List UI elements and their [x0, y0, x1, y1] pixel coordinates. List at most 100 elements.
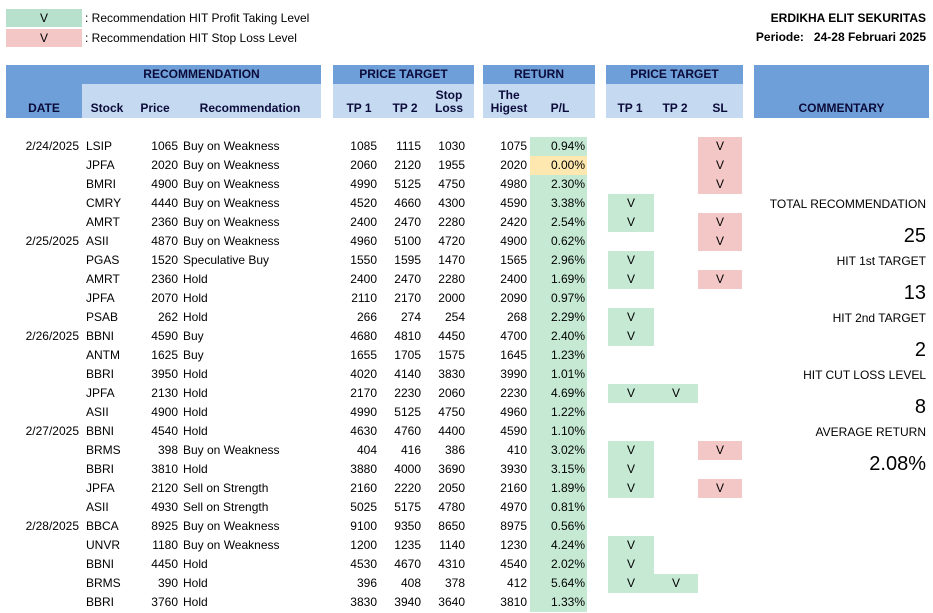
cell-stock: UNVR: [86, 538, 121, 552]
cell-highest: 8975: [500, 519, 527, 533]
cell-tp1: 4630: [350, 424, 377, 438]
summary-tp1-label: HIT 1st TARGET: [836, 254, 926, 268]
cell-tp1: 1550: [350, 253, 377, 267]
cell-stop-loss: 2060: [438, 386, 465, 400]
cell-recommendation: Speculative Buy: [183, 253, 270, 267]
cell-tp1: 4680: [350, 329, 377, 343]
cell-highest: 4980: [500, 177, 527, 191]
cell-pl: 2.29%: [530, 308, 587, 327]
cell-highest: 2400: [500, 272, 527, 286]
cell-stock: PGAS: [86, 253, 120, 267]
cell-stop-loss: 4450: [438, 329, 465, 343]
cell-price: 4900: [151, 405, 178, 419]
cell-hit-sl: [698, 365, 742, 384]
col-date-label: DATE: [28, 101, 60, 115]
cell-stop-loss: 386: [444, 443, 465, 457]
cell-stop-loss: 2280: [438, 215, 465, 229]
cell-hit-sl: [698, 194, 742, 213]
cell-date: [6, 175, 79, 194]
cell-stop-loss: 3640: [438, 595, 465, 609]
cell-price: 3950: [151, 367, 178, 381]
header-price-target: PRICE TARGET TP 1 TP 2 Stop Loss: [333, 65, 474, 118]
cell-recommendation: Hold: [183, 310, 208, 324]
cell-highest: 410: [506, 443, 527, 457]
col-stock: Stock: [90, 101, 124, 115]
cell-hit-tp1: V: [608, 308, 654, 327]
summary-avg-label: AVERAGE RETURN: [815, 425, 926, 439]
cell-hit-tp1: V: [608, 479, 654, 498]
cell-pl: 1.89%: [530, 479, 587, 498]
cell-recommendation: Buy on Weakness: [183, 158, 280, 172]
cell-tp1: 1085: [350, 139, 377, 153]
cell-hit-tp1: V: [608, 194, 654, 213]
cell-hit-sl: V: [698, 441, 742, 460]
cell-recommendation: Hold: [183, 272, 208, 286]
cell-pl: 1.69%: [530, 270, 587, 289]
cell-stock: ASII: [86, 405, 109, 419]
cell-stop-loss: 4720: [438, 234, 465, 248]
cell-tp2: 2170: [394, 291, 421, 305]
cell-date: [6, 384, 79, 403]
period-value: 24-28 Februari 2025: [813, 30, 926, 44]
cell-price: 4930: [151, 500, 178, 514]
cell-tp1: 4520: [350, 196, 377, 210]
cell-tp1: 404: [356, 443, 377, 457]
cell-hit-tp2: [654, 403, 698, 422]
summary-total-value: 25: [903, 225, 926, 247]
cell-hit-tp2: [654, 517, 698, 536]
cell-price: 4870: [151, 234, 178, 248]
cell-stock: BBNI: [86, 424, 115, 438]
cell-recommendation: Sell on Strength: [183, 500, 269, 514]
cell-price: 4540: [151, 424, 178, 438]
col-loss: Loss: [434, 101, 463, 115]
cell-stop-loss: 378: [444, 576, 465, 590]
cell-stock: BBRI: [86, 462, 115, 476]
cell-date: [6, 555, 79, 574]
cell-recommendation: Hold: [183, 386, 208, 400]
cell-hit-tp1: V: [608, 270, 654, 289]
cell-recommendation: Buy on Weakness: [183, 196, 280, 210]
summary-cl-value: 8: [914, 396, 926, 418]
cell-hit-tp1: V: [608, 460, 654, 479]
header-recommendation-title: RECOMMENDATION: [82, 65, 321, 84]
cell-highest: 3810: [500, 595, 527, 609]
cell-hit-tp2: [654, 460, 698, 479]
cell-price: 2360: [151, 272, 178, 286]
cell-date: 2/26/2025: [25, 329, 79, 343]
cell-hit-sl: [698, 327, 742, 346]
cell-recommendation: Buy: [183, 348, 204, 362]
col-price: Price: [140, 101, 170, 115]
cell-hit-tp1: [608, 232, 654, 251]
period: Periode: 24-28 Februari 2025: [756, 30, 926, 44]
cell-highest: 3930: [500, 462, 527, 476]
cell-tp2: 1235: [394, 538, 421, 552]
cell-hit-sl: [698, 346, 742, 365]
cell-pl: 1.22%: [530, 403, 587, 422]
cell-highest: 2160: [500, 481, 527, 495]
cell-date: [6, 194, 79, 213]
cell-hit-tp1: [608, 517, 654, 536]
cell-stop-loss: 1030: [438, 139, 465, 153]
cell-date: [6, 308, 79, 327]
cell-tp1: 2400: [350, 215, 377, 229]
cell-date: [6, 213, 79, 232]
cell-stock: ASII: [86, 500, 109, 514]
col-recommendation: Recommendation: [199, 101, 301, 115]
cell-stock: JPFA: [86, 291, 115, 305]
cell-hit-tp2: [654, 156, 698, 175]
cell-price: 3760: [151, 595, 178, 609]
cell-pl: 3.15%: [530, 460, 587, 479]
col-pl: P/L: [550, 101, 570, 115]
cell-date: [6, 365, 79, 384]
cell-date: [6, 460, 79, 479]
cell-date: [6, 574, 79, 593]
cell-date: 2/27/2025: [25, 424, 79, 438]
cell-hit-sl: [698, 422, 742, 441]
cell-date: [6, 593, 79, 612]
cell-highest: 2090: [500, 291, 527, 305]
cell-pl: 4.24%: [530, 536, 587, 555]
cell-price: 1180: [152, 538, 178, 552]
cell-stock: JPFA: [86, 386, 115, 400]
cell-highest: 1230: [500, 538, 527, 552]
cell-hit-tp1: [608, 593, 654, 612]
